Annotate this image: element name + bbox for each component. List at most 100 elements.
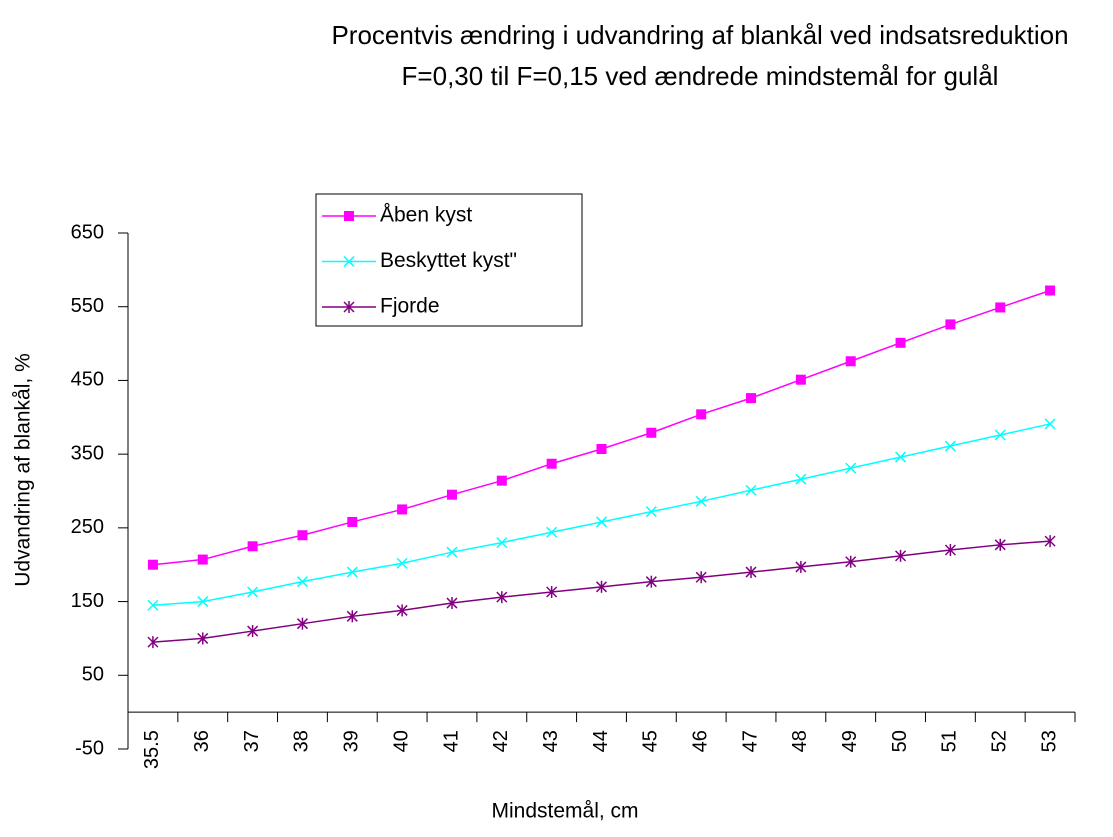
marker: [695, 495, 707, 507]
x-tick-label: 45: [640, 730, 662, 752]
marker-part: [347, 516, 358, 527]
marker-part: [546, 526, 558, 538]
marker: [645, 575, 657, 588]
marker: [496, 591, 508, 604]
marker: [995, 302, 1006, 313]
marker-part: [595, 516, 608, 528]
marker-part: [446, 489, 457, 500]
marker: [397, 504, 408, 515]
marker-part: [596, 443, 607, 454]
marker: [147, 559, 158, 570]
marker: [546, 458, 557, 469]
x-tick-label: 44: [590, 730, 612, 752]
x-tick-label: 36: [191, 730, 213, 752]
marker: [596, 443, 607, 454]
marker: [745, 566, 757, 579]
x-tick-label: 40: [390, 730, 412, 752]
marker: [845, 356, 856, 367]
y-tick-label: 650: [71, 221, 104, 243]
marker: [646, 427, 657, 438]
x-tick-label: 49: [839, 730, 861, 752]
marker-part: [496, 475, 507, 486]
marker: [845, 555, 857, 568]
marker: [346, 566, 358, 578]
marker-part: [1044, 418, 1056, 430]
y-tick-label: 150: [71, 590, 104, 612]
marker: [795, 560, 807, 573]
legend-box: [315, 193, 583, 327]
marker-part: [994, 429, 1006, 441]
x-tick-label: 35.5: [141, 730, 163, 769]
marker-part: [397, 504, 408, 515]
marker: [546, 585, 558, 598]
marker: [994, 429, 1006, 441]
marker: [595, 516, 608, 528]
marker-part: [696, 409, 707, 420]
marker-part: [297, 530, 308, 541]
legend-label: Beskyttet kyst": [380, 249, 517, 272]
chart-title: F=0,30 til F=0,15 ved ændrede mindstemål…: [402, 61, 999, 91]
x-tick-label: 42: [490, 730, 512, 752]
marker: [1045, 285, 1056, 296]
y-tick-label: 250: [71, 516, 104, 538]
marker: [845, 462, 857, 474]
marker-part: [147, 599, 159, 611]
marker: [396, 557, 408, 569]
marker-part: [296, 576, 308, 588]
marker: [1044, 535, 1056, 548]
marker: [945, 319, 956, 330]
marker: [496, 475, 507, 486]
marker: [197, 596, 209, 608]
x-tick-label: 46: [689, 730, 711, 752]
marker-part: [546, 458, 557, 469]
marker: [147, 636, 159, 649]
marker: [944, 543, 956, 556]
marker: [344, 211, 354, 221]
marker-part: [197, 554, 208, 565]
marker-part: [645, 506, 657, 518]
marker: [296, 576, 308, 588]
marker-part: [147, 559, 158, 570]
marker: [696, 409, 707, 420]
marker-part: [745, 484, 757, 496]
marker-part: [746, 393, 757, 404]
marker: [446, 546, 458, 558]
marker-part: [247, 541, 258, 552]
marker-part: [845, 356, 856, 367]
y-tick-label: 50: [82, 664, 104, 686]
marker-part: [795, 473, 807, 485]
x-tick-label: 38: [291, 730, 313, 752]
marker: [944, 440, 956, 452]
x-tick-label: 52: [989, 730, 1011, 752]
marker-part: [995, 302, 1006, 313]
marker: [546, 526, 558, 538]
marker: [895, 337, 906, 348]
marker: [446, 597, 458, 610]
marker: [247, 586, 259, 598]
y-tick-label: 450: [71, 369, 104, 391]
marker: [197, 554, 208, 565]
x-tick-label: 48: [789, 730, 811, 752]
marker-part: [396, 557, 408, 569]
marker-part: [945, 319, 956, 330]
marker-part: [795, 374, 806, 385]
marker: [247, 541, 258, 552]
chart-title: Procentvis ændring i udvandring af blank…: [331, 20, 1068, 50]
marker-part: [343, 255, 355, 268]
x-tick-label: 47: [739, 730, 761, 752]
marker: [795, 473, 807, 485]
marker: [895, 451, 907, 463]
marker-part: [496, 537, 508, 549]
x-tick-label: 43: [540, 730, 562, 752]
marker: [745, 484, 757, 496]
x-tick-label: 50: [889, 730, 911, 752]
marker: [247, 625, 259, 638]
marker: [347, 516, 358, 527]
marker: [895, 549, 907, 562]
marker-part: [197, 596, 209, 608]
marker: [346, 610, 358, 623]
x-tick-label: 37: [241, 730, 263, 752]
marker-part: [247, 586, 259, 598]
y-tick-label: 350: [71, 442, 104, 464]
